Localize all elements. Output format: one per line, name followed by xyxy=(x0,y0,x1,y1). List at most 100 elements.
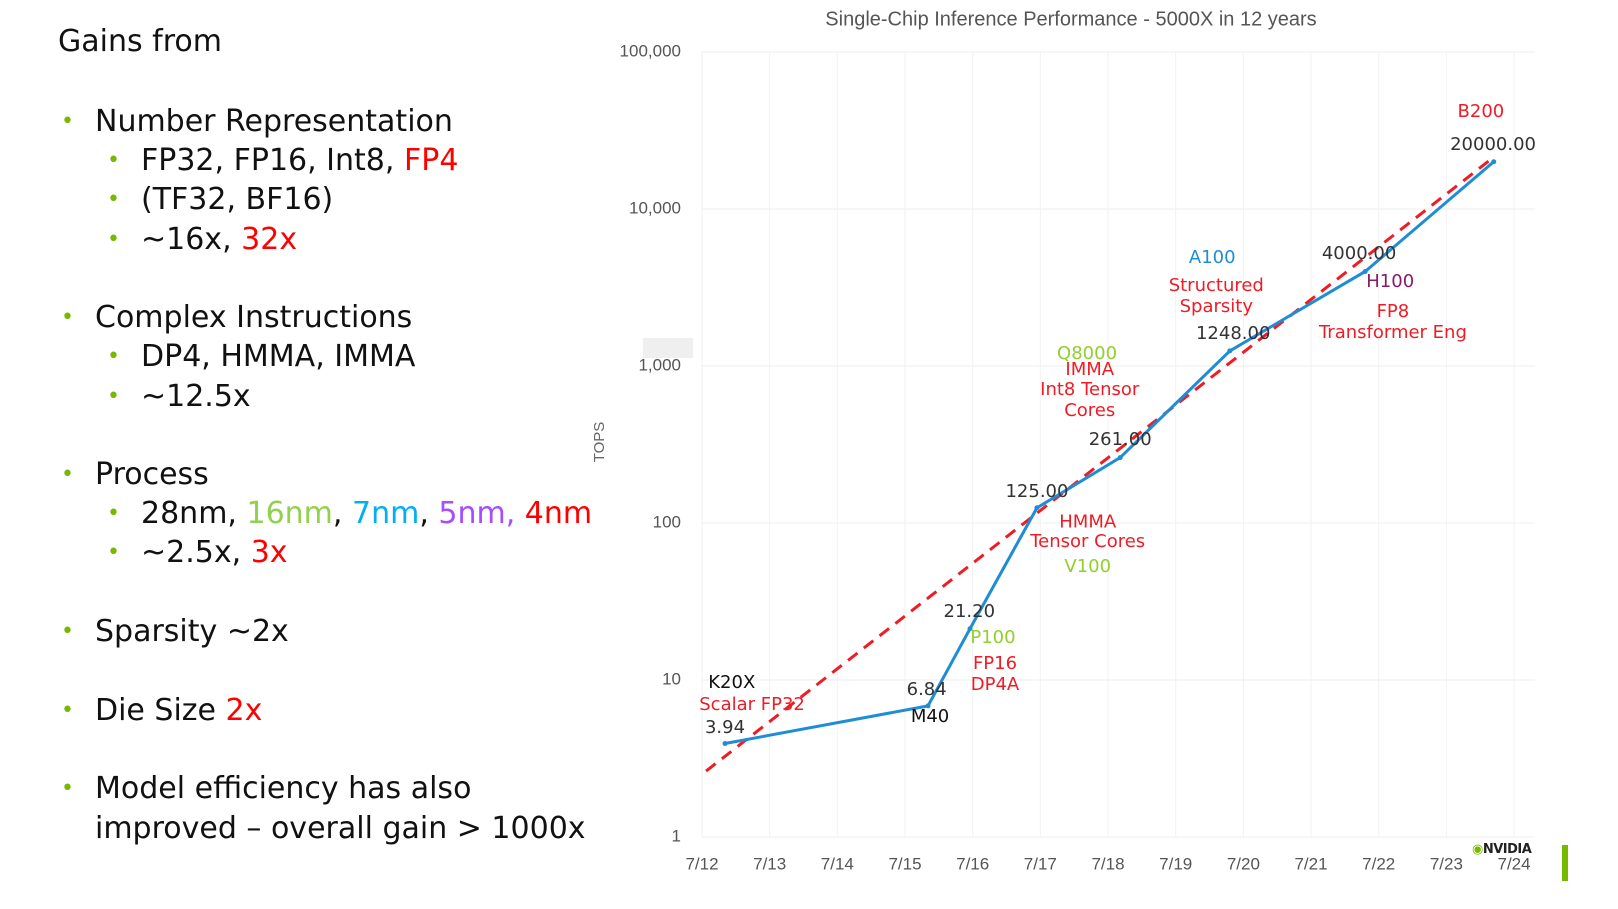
chart-annotation: Sparsity xyxy=(1180,296,1254,317)
chart-annotation: FP16 xyxy=(973,653,1017,674)
chart-annotation: 125.00 xyxy=(1005,481,1068,502)
bullet-text: ~16x, xyxy=(141,222,242,257)
bullet-icon: • xyxy=(61,109,74,134)
y-tick-label: 1,000 xyxy=(638,355,681,374)
bullet-text: 28nm, xyxy=(141,496,247,531)
bullet-item: • ~16x, 32x xyxy=(107,221,298,259)
bullet-text: FP4 xyxy=(403,143,459,178)
x-tick-label: 7/13 xyxy=(753,854,786,873)
x-tick-label: 7/16 xyxy=(956,854,989,873)
chart-annotation: Structured xyxy=(1169,275,1264,296)
bullet-item: • 28nm, 16nm, 7nm, 5nm, 4nm xyxy=(107,495,593,533)
trend-line xyxy=(705,155,1495,773)
bullet-text: DP4, HMMA, IMMA xyxy=(141,339,416,374)
bullet-text: ~12.5x xyxy=(141,379,251,414)
chart-annotation: 261.00 xyxy=(1089,429,1152,450)
chart-annotation: IMMA xyxy=(1065,359,1114,380)
nvidia-logo: ◉NVIDIA xyxy=(1472,842,1532,857)
x-tick-label: 7/24 xyxy=(1497,854,1530,873)
bullet-item: • Sparsity ~2x xyxy=(61,613,289,651)
chart-annotation: Scalar FP32 xyxy=(699,694,805,715)
chart-annotation: A100 xyxy=(1189,247,1236,268)
blank-label-box xyxy=(643,338,693,358)
bullet-text: 5nm, xyxy=(438,496,525,531)
chart-annotation: B200 xyxy=(1458,101,1505,122)
bullet-text: improved – overall gain > 1000x xyxy=(95,811,586,846)
chart-annotation: 1248.00 xyxy=(1196,323,1270,344)
bullet-text: (TF32, BF16) xyxy=(141,182,334,217)
bullet-text: Complex Instructions xyxy=(95,300,413,335)
chart-annotation: Int8 Tensor xyxy=(1040,379,1140,400)
data-point xyxy=(1362,268,1368,274)
bullet-icon: • xyxy=(107,187,120,212)
chart-annotation: Q8000 xyxy=(1057,343,1117,364)
bullet-text: ~2.5x, xyxy=(141,535,251,570)
chart-annotation: Cores xyxy=(1064,400,1115,421)
bullet-text: FP32, FP16, Int8, xyxy=(141,143,404,178)
bullet-text: 32x xyxy=(241,222,298,257)
x-tick-label: 7/15 xyxy=(888,854,921,873)
bullet-text: 3x xyxy=(250,535,288,570)
bullet-icon: • xyxy=(107,540,120,565)
x-tick-label: 7/12 xyxy=(685,854,718,873)
bullet-text: , xyxy=(332,496,352,531)
bullet-text: 2x xyxy=(225,693,263,728)
bullet-icon: • xyxy=(107,344,120,369)
chart-annotation: Tensor Cores xyxy=(1029,531,1145,552)
y-tick-label: 10 xyxy=(662,669,681,688)
bullet-icon: • xyxy=(107,227,120,252)
x-tick-label: 7/14 xyxy=(821,854,854,873)
bullet-item: • Process xyxy=(61,456,209,494)
data-point xyxy=(722,741,728,747)
data-point xyxy=(1117,455,1123,461)
bullet-item: • Number Representation xyxy=(61,103,453,141)
chart-annotation: K20X xyxy=(708,672,755,693)
bullet-icon: • xyxy=(61,619,74,644)
bullet-item: • Die Size 2x xyxy=(61,692,263,730)
bullet-text: Number Representation xyxy=(95,104,453,139)
chart-annotation: 21.20 xyxy=(944,601,996,622)
y-tick-label: 10,000 xyxy=(629,198,681,217)
bullet-text: Die Size xyxy=(95,693,226,728)
bullet-text: , xyxy=(419,496,439,531)
x-tick-label: 7/23 xyxy=(1430,854,1463,873)
y-axis-label: TOPS xyxy=(591,422,608,463)
chart-title: Single-Chip Inference Performance - 5000… xyxy=(825,8,1316,30)
y-tick-label: 1 xyxy=(672,826,681,845)
chart-annotation: HMMA xyxy=(1059,511,1117,532)
bullet-text: Model efficiency has also xyxy=(95,771,472,806)
chart-annotation: 20000.00 xyxy=(1450,134,1536,155)
chart-annotation: FP8 xyxy=(1377,301,1410,322)
bullet-icon: • xyxy=(61,698,74,723)
bullet-icon: • xyxy=(107,384,120,409)
bullet-item: • (TF32, BF16) xyxy=(107,181,334,219)
bullet-text: Sparsity ~2x xyxy=(95,614,289,649)
bullet-text: 16nm xyxy=(246,496,333,531)
chart-annotation: M40 xyxy=(911,706,949,727)
bullet-item: • Model efficiency has also xyxy=(61,770,472,808)
performance-line xyxy=(724,160,1495,745)
chart-annotation: 3.94 xyxy=(705,717,745,738)
chart-annotation: 4000.00 xyxy=(1322,243,1396,264)
x-tick-label: 7/19 xyxy=(1159,854,1192,873)
bullet-text: Process xyxy=(95,457,209,492)
x-tick-label: 7/20 xyxy=(1227,854,1260,873)
green-edge-bar xyxy=(1562,845,1568,881)
chart-annotation: Transformer Eng xyxy=(1318,322,1467,343)
bullet-item: improved – overall gain > 1000x xyxy=(95,810,586,848)
data-point xyxy=(1034,505,1040,511)
chart-annotation: 6.84 xyxy=(907,679,947,700)
chart-annotation: DP4A xyxy=(971,674,1020,695)
bullet-icon: • xyxy=(107,501,120,526)
bullet-item: • DP4, HMMA, IMMA xyxy=(107,338,416,376)
y-tick-label: 100,000 xyxy=(620,41,681,60)
nvidia-eye-icon: ◉ xyxy=(1472,842,1483,857)
x-tick-label: 7/22 xyxy=(1362,854,1395,873)
bullet-item: • FP32, FP16, Int8, FP4 xyxy=(107,142,459,180)
chart-annotation: P100 xyxy=(970,627,1015,648)
bullet-icon: • xyxy=(61,305,74,330)
bullet-text: 4nm xyxy=(524,496,593,531)
chart-annotation: V100 xyxy=(1064,556,1111,577)
chart-annotation: H100 xyxy=(1366,271,1414,292)
